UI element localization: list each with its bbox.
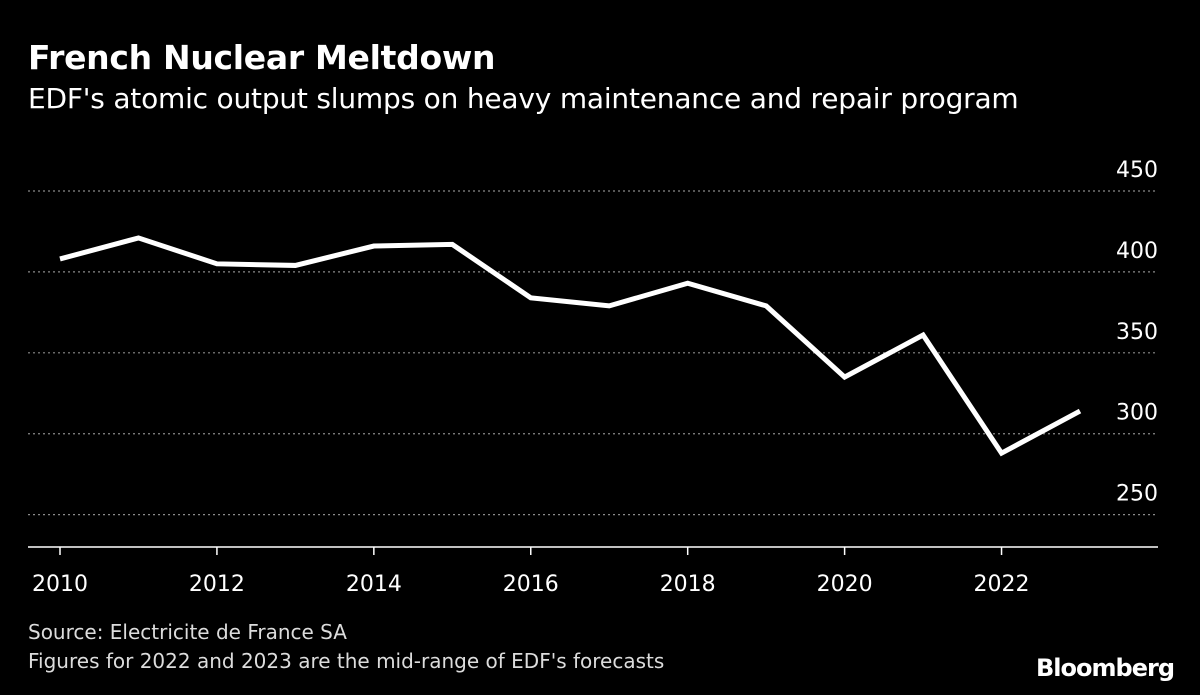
x-tick-label: 2014 — [346, 572, 402, 597]
x-tick-label: 2022 — [974, 572, 1030, 597]
x-tick-label: 2018 — [660, 572, 716, 597]
y-tick-label: 350 — [1116, 320, 1158, 345]
y-tick-label: 300 — [1116, 401, 1158, 426]
forecast-note: Figures for 2022 and 2023 are the mid-ra… — [28, 649, 665, 673]
bloomberg-logo: Bloomberg — [1036, 654, 1175, 682]
y-tick-label: 450 — [1116, 158, 1158, 183]
series-line — [59, 235, 1082, 457]
x-tick-label: 2020 — [817, 572, 873, 597]
x-tick-label: 2012 — [189, 572, 245, 597]
source-note: Source: Electricite de France SA — [28, 620, 347, 644]
x-tick-label: 2010 — [32, 572, 88, 597]
chart-title: French Nuclear Meltdown — [28, 38, 496, 77]
chart-subtitle: EDF's atomic output slumps on heavy main… — [28, 82, 1019, 115]
y-tick-label: 250 — [1116, 482, 1158, 507]
x-tick-label: 2016 — [503, 572, 559, 597]
y-tick-label: 400 — [1116, 239, 1158, 264]
